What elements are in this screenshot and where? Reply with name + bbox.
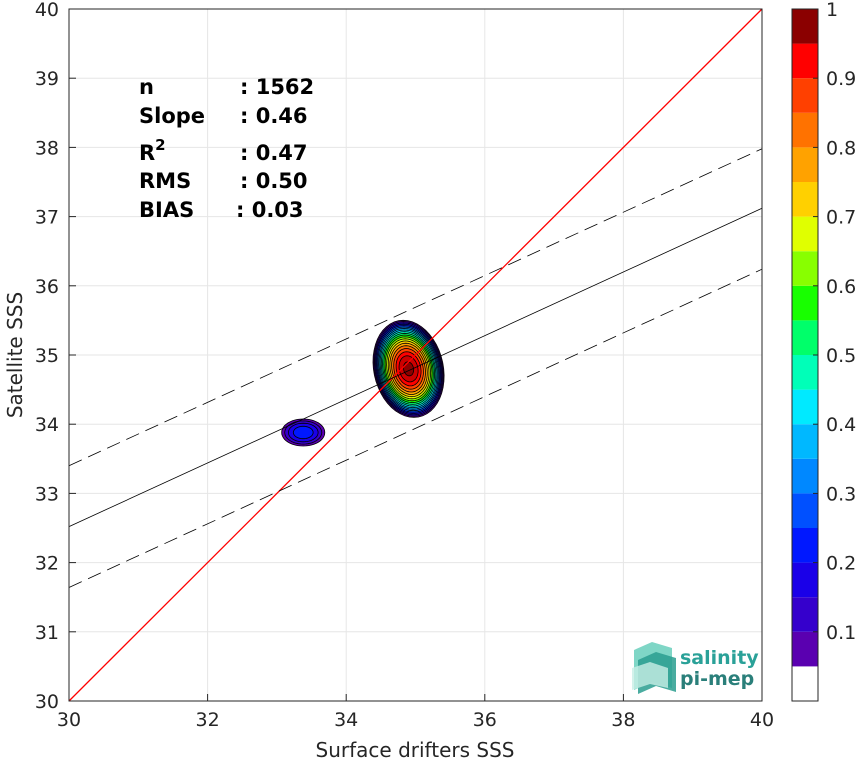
stat-value: : 1562 xyxy=(240,75,314,99)
colorbar-tick-label: 0.5 xyxy=(826,345,856,367)
colorbar-band xyxy=(792,9,818,44)
x-tick-label: 40 xyxy=(750,709,774,731)
logo-line2: pi-mep xyxy=(680,668,754,690)
x-tick-label: 34 xyxy=(334,709,358,731)
colorbar-band xyxy=(792,147,818,182)
salinity-pimep-logo: salinity pi-mep xyxy=(632,642,759,694)
x-tick-label: 30 xyxy=(57,709,81,731)
y-tick-label: 30 xyxy=(35,691,59,713)
stat-label: BIAS xyxy=(139,198,194,222)
colorbar-tick-label: 0.4 xyxy=(826,414,856,436)
y-tick-label: 39 xyxy=(35,68,59,90)
density-blob-main xyxy=(372,319,445,418)
upper-dashed-line xyxy=(68,148,763,467)
x-axis-label: Surface drifters SSS xyxy=(316,738,515,762)
x-axis-ticks: 30 32 34 36 38 40 xyxy=(57,694,774,731)
colorbar-band xyxy=(792,112,818,148)
y-tick-label: 34 xyxy=(35,414,59,436)
colorbar-band xyxy=(792,78,818,113)
colorbar-band xyxy=(792,493,818,528)
stat-label: Slope xyxy=(139,104,205,128)
colorbar-band xyxy=(792,43,818,79)
density-contours xyxy=(281,319,445,447)
colorbar-band xyxy=(792,320,818,355)
colorbar-tick-label: 1 xyxy=(826,0,838,21)
y-tick-label: 40 xyxy=(35,0,59,21)
colorbar-band xyxy=(792,562,818,598)
colorbar-tick-label: 0.9 xyxy=(826,68,856,90)
colorbar-tick-label: 0.7 xyxy=(826,207,856,229)
colorbar-band xyxy=(792,355,818,390)
identity-line xyxy=(68,8,763,702)
regression-lines xyxy=(68,8,763,702)
colorbar-tick-label: 0.3 xyxy=(826,483,856,505)
contour-level xyxy=(292,425,314,440)
colorbar-band xyxy=(792,424,818,459)
y-tick-label: 38 xyxy=(35,137,59,159)
colorbar-tick-label: 0.8 xyxy=(826,137,856,159)
lower-dashed-line xyxy=(68,268,763,588)
logo-wave-icon xyxy=(632,642,676,694)
colorbar-band xyxy=(792,216,818,252)
stat-label: n xyxy=(139,75,154,99)
grid xyxy=(69,9,762,701)
y-tick-label: 35 xyxy=(35,345,59,367)
colorbar-band xyxy=(792,389,818,425)
y-tick-label: 31 xyxy=(35,622,59,644)
colorbar-tick-label: 0.1 xyxy=(826,622,856,644)
x-tick-label: 36 xyxy=(473,709,497,731)
colorbar: 0.1 0.2 0.3 0.4 0.5 0.6 0.7 0.8 0.9 1 xyxy=(791,0,856,702)
colorbar-band xyxy=(792,458,818,494)
y-tick-label: 33 xyxy=(35,483,59,505)
fit-line xyxy=(68,207,763,527)
colorbar-band xyxy=(792,666,818,701)
y-tick-label: 36 xyxy=(35,276,59,298)
logo-line1: salinity xyxy=(680,647,759,669)
contour-level xyxy=(403,361,415,377)
colorbar-band xyxy=(792,528,818,563)
colorbar-tick-label: 0.6 xyxy=(826,276,856,298)
colorbar-tick-label: 0.2 xyxy=(826,553,856,575)
colorbar-band xyxy=(792,251,818,286)
colorbar-band xyxy=(792,285,818,321)
stat-value: : 0.46 xyxy=(240,104,308,128)
x-tick-label: 38 xyxy=(611,709,635,731)
y-tick-label: 37 xyxy=(35,207,59,229)
y-tick-label: 32 xyxy=(35,553,59,575)
stat-label: RMS xyxy=(139,169,191,193)
x-tick-label: 32 xyxy=(196,709,220,731)
density-blob-secondary xyxy=(281,418,326,447)
colorbar-band xyxy=(792,182,818,217)
stat-value: : 0.50 xyxy=(240,169,308,193)
colorbar-band xyxy=(792,631,818,667)
colorbar-band xyxy=(792,597,818,632)
stat-value: : 0.47 xyxy=(240,141,308,165)
y-axis-ticks: 30 31 32 33 34 35 36 37 38 39 40 xyxy=(35,0,76,713)
y-axis-label: Satellite SSS xyxy=(3,292,27,418)
stat-value: : 0.03 xyxy=(236,198,304,222)
